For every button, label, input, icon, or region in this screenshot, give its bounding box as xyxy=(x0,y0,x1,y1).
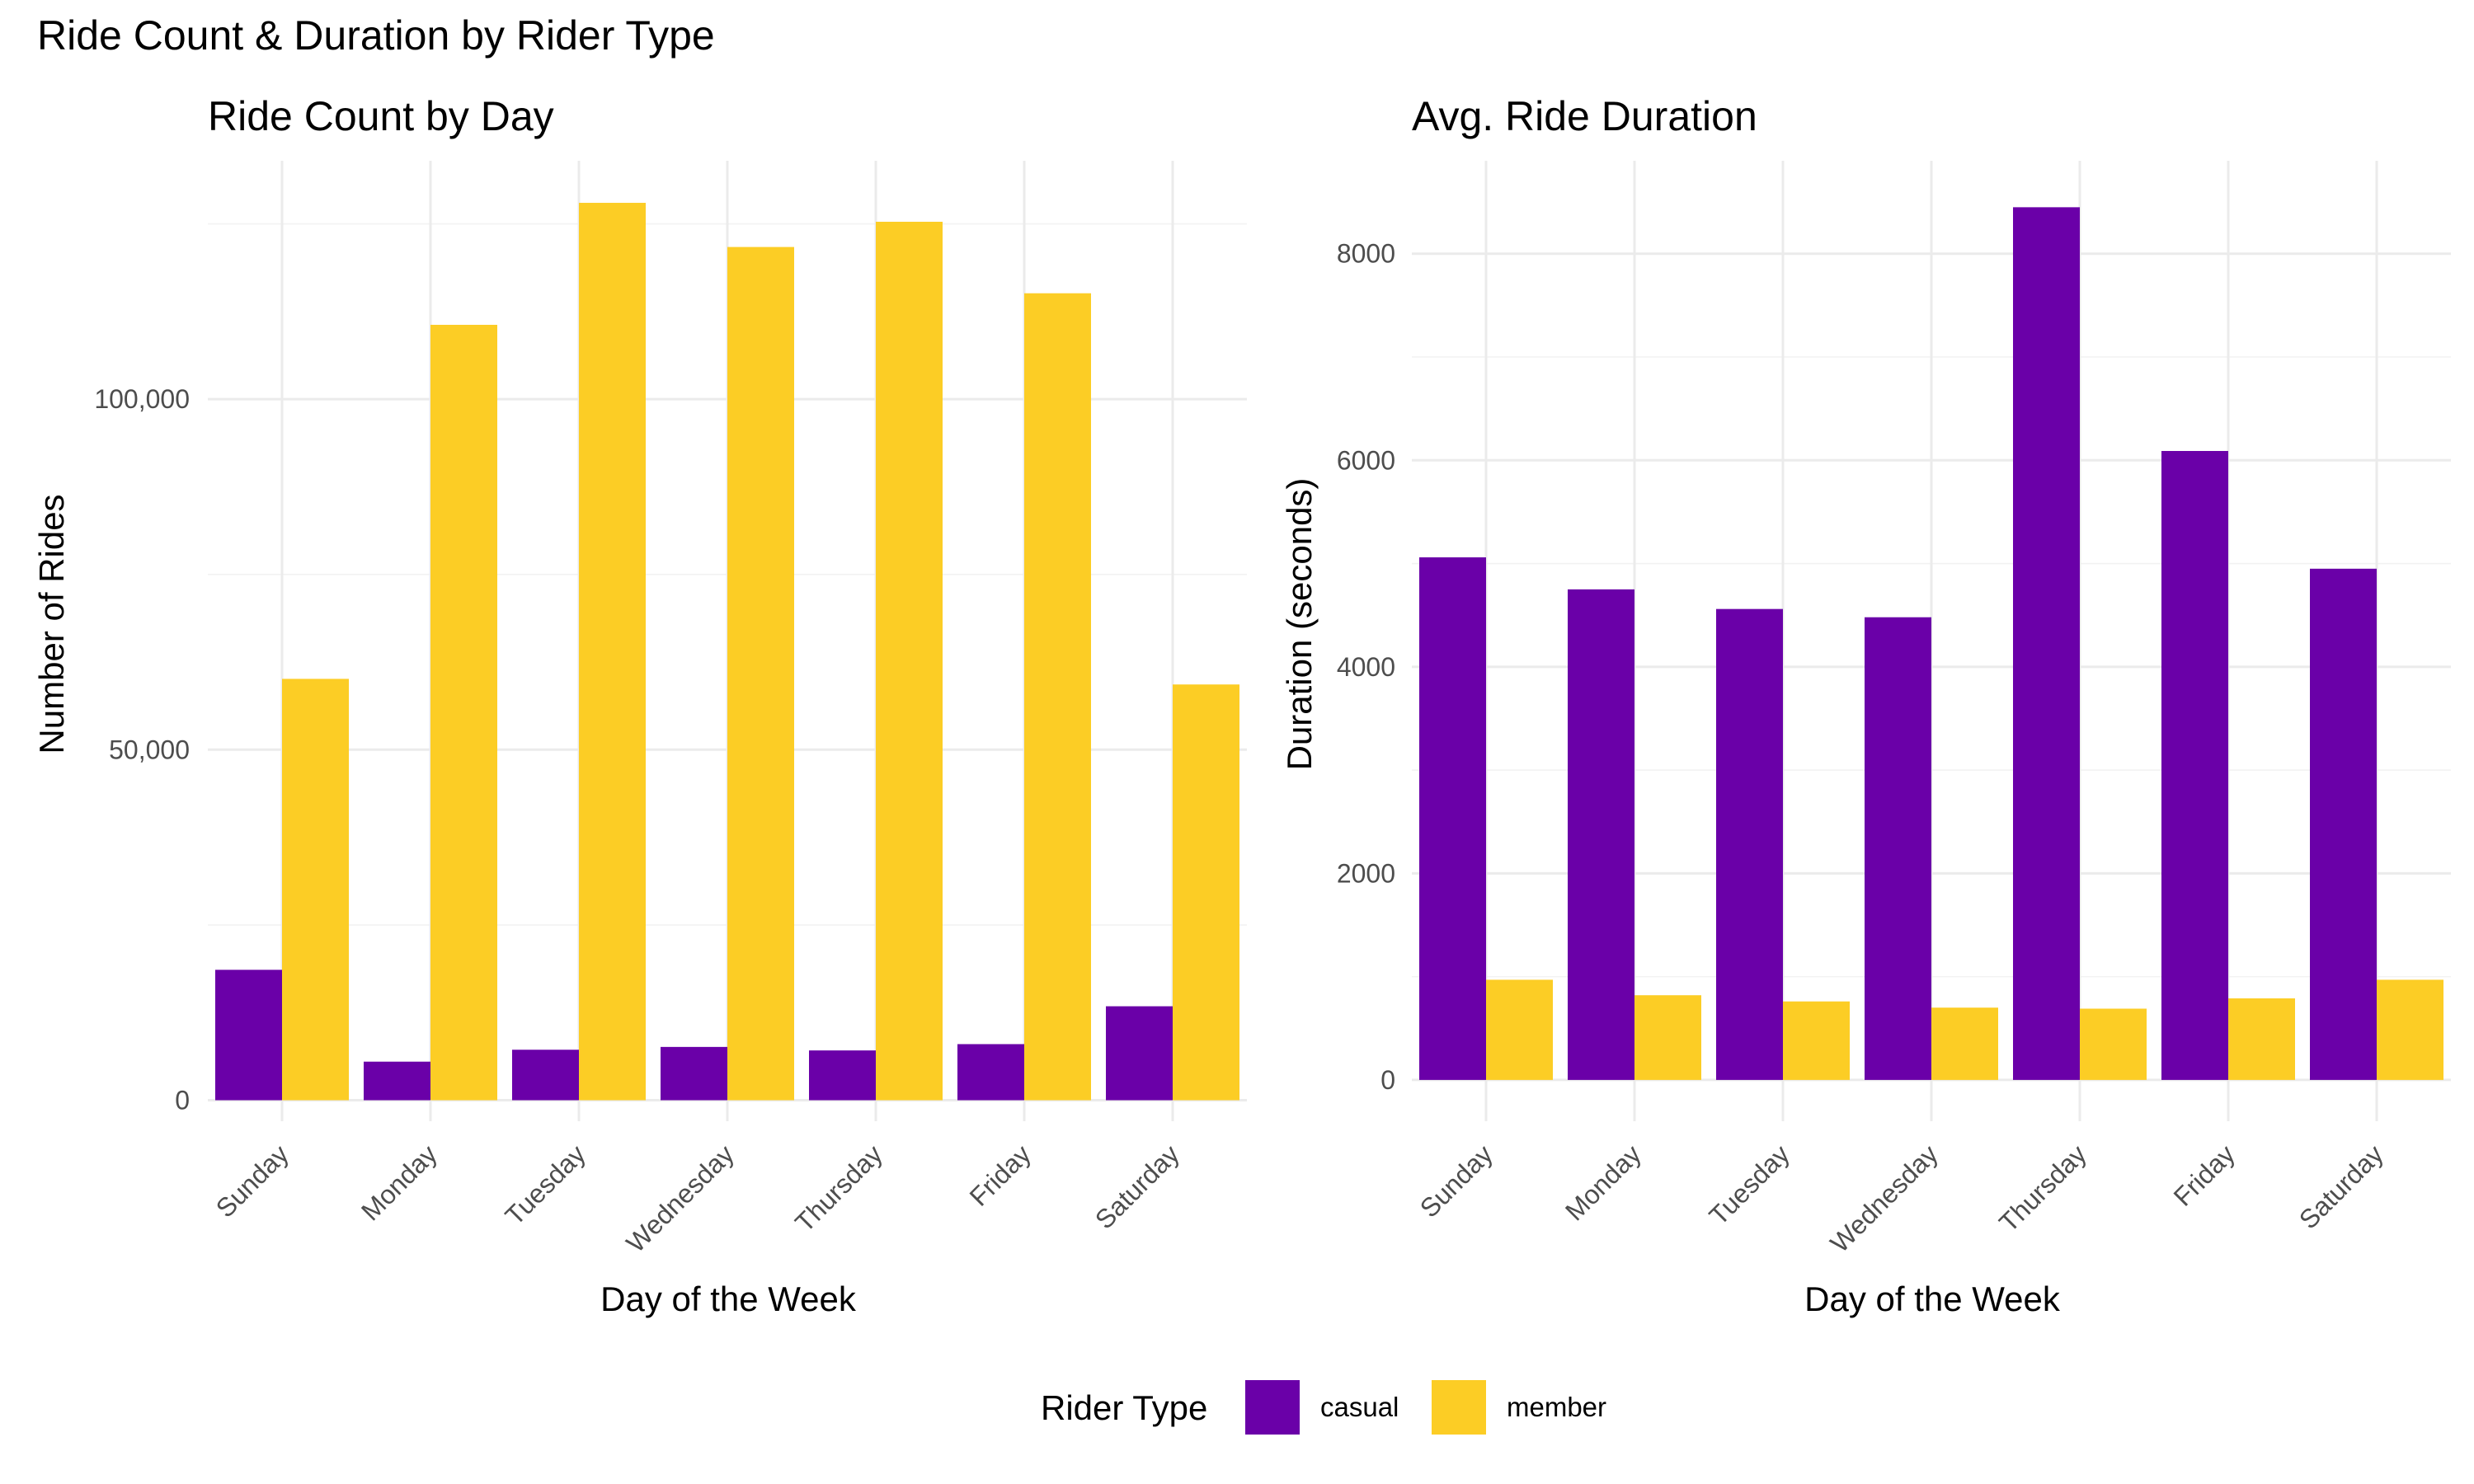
legend: Rider Type casual member xyxy=(1041,1380,1606,1435)
ride-count-bar-member-monday xyxy=(430,324,497,1101)
duration-bars xyxy=(1419,207,2443,1080)
duration-x-axis-title: Day of the Week xyxy=(1804,1280,2061,1318)
ride-count-y-tick-label: 50,000 xyxy=(109,735,190,764)
ride-count-x-axis-title: Day of the Week xyxy=(600,1280,857,1318)
duration-bar-member-sunday xyxy=(1486,979,1553,1080)
duration-bar-casual-friday xyxy=(2161,451,2228,1080)
duration-y-tick-label: 8000 xyxy=(1337,239,1395,269)
ride-count-bar-casual-friday xyxy=(957,1044,1024,1101)
duration-bar-member-friday xyxy=(2228,998,2295,1080)
duration-bar-casual-monday xyxy=(1568,589,1634,1080)
duration-y-tick-label: 2000 xyxy=(1337,858,1395,888)
duration-y-tick-label: 0 xyxy=(1380,1065,1395,1095)
legend-label-member: member xyxy=(1507,1392,1606,1422)
legend-title: Rider Type xyxy=(1041,1388,1207,1427)
duration-bar-casual-sunday xyxy=(1419,557,1486,1080)
duration-title: Avg. Ride Duration xyxy=(1412,93,1757,139)
ride-count-bars xyxy=(215,203,1239,1101)
duration-bar-member-thursday xyxy=(2080,1008,2147,1080)
duration-y-tick-label: 4000 xyxy=(1337,652,1395,682)
ride-count-bar-casual-sunday xyxy=(215,970,282,1101)
duration-y-axis-title: Duration (seconds) xyxy=(1280,478,1319,771)
legend-label-casual: casual xyxy=(1320,1392,1399,1422)
legend-swatch-casual xyxy=(1245,1380,1300,1435)
ride-count-y-ticks: 0 50,000 100,000 xyxy=(94,384,190,1115)
legend-swatch-member xyxy=(1432,1380,1486,1435)
duration-bar-casual-wednesday xyxy=(1865,617,1931,1080)
duration-bar-casual-tuesday xyxy=(1716,608,1783,1080)
ride-count-y-tick-label: 100,000 xyxy=(94,384,190,414)
ride-count-bar-casual-tuesday xyxy=(512,1050,579,1101)
ride-count-title: Ride Count by Day xyxy=(208,93,554,139)
duration-bar-member-tuesday xyxy=(1783,1001,1850,1080)
ride-count-bar-casual-wednesday xyxy=(661,1046,727,1101)
ride-count-bar-member-saturday xyxy=(1173,684,1239,1101)
figure-title: Ride Count & Duration by Rider Type xyxy=(37,12,715,59)
ride-count-bar-casual-thursday xyxy=(809,1050,876,1101)
ride-count-bar-casual-saturday xyxy=(1106,1006,1173,1101)
duration-bar-casual-saturday xyxy=(2310,568,2377,1080)
duration-bar-member-wednesday xyxy=(1931,1007,1998,1080)
ride-count-bar-member-sunday xyxy=(282,679,349,1101)
ride-count-y-axis-title: Number of Rides xyxy=(32,494,71,754)
duration-y-tick-label: 6000 xyxy=(1337,445,1395,475)
ride-count-bar-member-wednesday xyxy=(727,247,794,1101)
ride-count-bar-casual-monday xyxy=(364,1061,430,1101)
ride-count-y-tick-label: 0 xyxy=(175,1085,190,1115)
ride-count-bar-member-tuesday xyxy=(579,203,646,1101)
ride-count-bar-member-friday xyxy=(1024,293,1091,1101)
duration-bar-member-monday xyxy=(1634,995,1701,1080)
duration-bar-member-saturday xyxy=(2377,979,2443,1080)
ride-count-bar-member-thursday xyxy=(876,221,943,1101)
duration-y-ticks: 0 2000 4000 6000 8000 xyxy=(1337,239,1395,1095)
duration-bar-casual-thursday xyxy=(2013,207,2080,1080)
